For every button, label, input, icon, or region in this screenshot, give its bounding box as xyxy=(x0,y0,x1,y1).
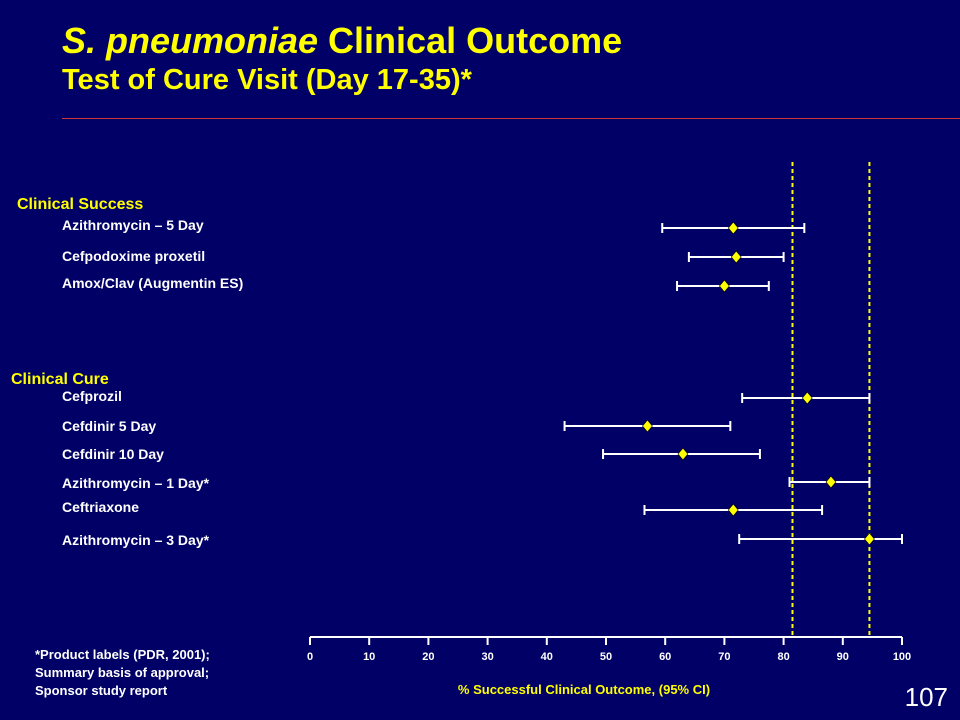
footnote-line-1: *Product labels (PDR, 2001); xyxy=(35,647,210,662)
estimate-marker xyxy=(719,279,730,293)
group-label-1: Clinical Success xyxy=(17,196,143,213)
footnote: *Product labels (PDR, 2001); Summary bas… xyxy=(35,646,295,700)
estimate-marker xyxy=(825,475,837,489)
x-tick-label-90: 90 xyxy=(837,651,849,663)
group-label-2: Clinical Cure xyxy=(11,371,109,388)
x-axis-label: % Successful Clinical Outcome, (95% CI) xyxy=(458,682,710,697)
footnote-line-2: Summary basis of approval; xyxy=(35,665,210,680)
estimate-marker xyxy=(864,532,875,546)
row-label: Azithromycin – 1 Day* xyxy=(62,475,210,491)
x-tick-label-10: 10 xyxy=(363,651,375,663)
x-tick-label-30: 30 xyxy=(481,651,493,663)
page-number: 107 xyxy=(904,682,948,712)
title-divider xyxy=(62,118,960,119)
title-main: S. pneumoniae Clinical Outcome xyxy=(62,20,942,62)
x-tick-label-80: 80 xyxy=(777,651,789,663)
row-label: Cefdinir 5 Day xyxy=(62,418,156,434)
row-label: Cefprozil xyxy=(62,388,122,404)
row-label: Amox/Clav (Augmentin ES) xyxy=(62,275,243,291)
x-tick-label-60: 60 xyxy=(659,651,671,663)
estimate-marker xyxy=(727,221,739,235)
estimate-marker xyxy=(642,419,653,433)
x-tick-label-100: 100 xyxy=(893,651,911,663)
estimate-marker xyxy=(730,250,742,264)
row-label: Cefpodoxime proxetil xyxy=(62,248,205,264)
x-tick-label-70: 70 xyxy=(718,651,730,663)
row-label: Azithromycin – 3 Day* xyxy=(62,532,210,548)
row-label: Azithromycin – 5 Day xyxy=(62,217,204,233)
x-tick-label-40: 40 xyxy=(541,651,553,663)
x-tick-label-0: 0 xyxy=(307,651,313,663)
slide-title: S. pneumoniae Clinical Outcome Test of C… xyxy=(62,20,942,98)
row-label: Ceftriaxone xyxy=(62,499,139,515)
footnote-line-3: Sponsor study report xyxy=(35,683,168,698)
title-main-rest: Clinical Outcome xyxy=(318,20,623,61)
x-tick-label-20: 20 xyxy=(422,651,434,663)
x-tick-label-50: 50 xyxy=(600,651,612,663)
title-organism: S. pneumoniae xyxy=(62,20,319,61)
estimate-marker xyxy=(677,447,689,461)
title-subtitle: Test of Cure Visit (Day 17-35)* xyxy=(62,64,472,96)
estimate-marker xyxy=(801,391,813,405)
estimate-marker xyxy=(727,503,739,517)
row-label: Cefdinir 10 Day xyxy=(62,446,164,462)
